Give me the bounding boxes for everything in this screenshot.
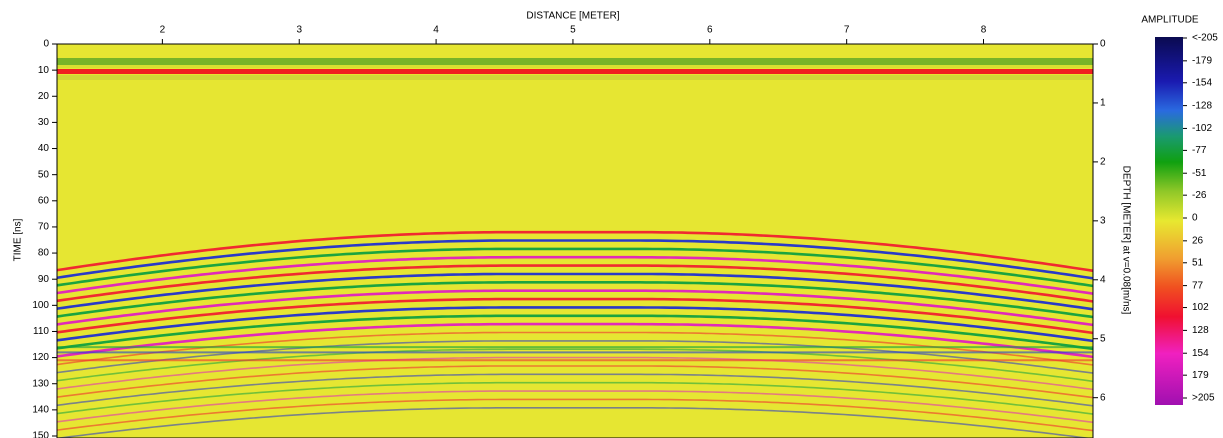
reflection-band: [57, 398, 1093, 432]
colorbar-tick-label: 26: [1192, 235, 1204, 246]
x-tick-label: 3: [296, 25, 302, 36]
reflection-band: [57, 381, 1093, 415]
reflection-band: [57, 306, 1093, 343]
colorbar-tick-label: -128: [1192, 100, 1212, 111]
colorbar: [1155, 37, 1183, 405]
y-tick-label: 110: [33, 326, 49, 337]
colorbar-tick-label: -26: [1192, 190, 1207, 201]
reflection-band: [57, 365, 1093, 399]
x-tick-label: 7: [844, 25, 850, 36]
direct-wave-band: [57, 75, 1093, 80]
reflection-band: [57, 272, 1093, 311]
colorbar-tick-label: -154: [1192, 77, 1212, 88]
reflection-band: [57, 348, 1093, 383]
y2-tick-label: 1: [1100, 98, 1106, 109]
y-axis-title: TIME [ns]: [13, 218, 24, 261]
colorbar-tick-label: <-205: [1192, 33, 1218, 44]
reflection-band: [57, 247, 1093, 288]
direct-wave-band: [57, 58, 1093, 65]
y2-tick-label: 0: [1100, 39, 1106, 50]
x-tick-label: 5: [570, 25, 576, 36]
reflection-band: [57, 322, 1093, 359]
colorbar-tick-label: >205: [1192, 393, 1215, 404]
reflection-band: [57, 356, 1093, 391]
reflection-band: [57, 264, 1093, 303]
reflection-band: [57, 331, 1093, 366]
direct-wave-band: [57, 65, 1093, 68]
reflection-band: [57, 340, 1093, 374]
colorbar-tick-label: 154: [1192, 348, 1209, 359]
y2-tick-label: 6: [1100, 392, 1106, 403]
direct-wave-band: [57, 69, 1093, 74]
colorbar-tick-label: 77: [1192, 280, 1204, 291]
x-tick-label: 8: [981, 25, 987, 36]
y-tick-label: 70: [38, 222, 50, 233]
reflection-band: [57, 230, 1093, 273]
reflection-band: [57, 390, 1093, 424]
y-tick-label: 30: [38, 117, 50, 128]
colorbar-tick-label: -179: [1192, 55, 1212, 66]
y-tick-label: 130: [32, 378, 49, 389]
y2-tick-label: 5: [1100, 333, 1106, 344]
colorbar-tick-label: 51: [1192, 257, 1204, 268]
radargram: [57, 44, 1093, 438]
colorbar-tick-label: -51: [1192, 168, 1207, 179]
reflection-band: [57, 289, 1093, 327]
y-tick-label: 150: [32, 431, 49, 438]
reflection-band: [57, 281, 1093, 319]
colorbar-tick-label: -102: [1192, 123, 1212, 134]
y-tick-label: 140: [32, 405, 49, 416]
colorbar-tick-label: 0: [1192, 213, 1198, 224]
reflection-band: [57, 407, 1093, 438]
y2-axis-title: DEPTH [METER] at v=0.08[m/ns]: [1120, 166, 1131, 315]
y2-tick-label: 3: [1100, 215, 1106, 226]
reflection-band: [57, 314, 1093, 351]
y-tick-label: 90: [38, 274, 50, 285]
y2-tick-label: 2: [1100, 157, 1106, 168]
colorbar-tick-label: 179: [1192, 370, 1209, 381]
x-axis-title: DISTANCE [METER]: [526, 11, 619, 22]
plot-frame: [56, 43, 1094, 438]
y-tick-label: 10: [38, 65, 50, 76]
reflection-band: [57, 239, 1093, 280]
reflection-band: [57, 373, 1093, 407]
y2-tick-label: 4: [1100, 274, 1106, 285]
x-tick-label: 2: [160, 25, 166, 36]
y-tick-label: 20: [38, 91, 50, 102]
y-tick-label: 80: [38, 248, 50, 259]
x-tick-label: 4: [433, 25, 439, 36]
reflection-band: [57, 297, 1093, 335]
y-tick-label: 40: [38, 143, 50, 154]
y-tick-label: 0: [43, 39, 49, 50]
colorbar-tick-label: -77: [1192, 145, 1207, 156]
y-tick-label: 100: [32, 300, 49, 311]
y-tick-label: 60: [38, 195, 50, 206]
x-tick-label: 6: [707, 25, 713, 36]
y-tick-label: 50: [38, 169, 50, 180]
colorbar-tick-label: 102: [1192, 302, 1209, 313]
colorbar-tick-label: 128: [1192, 325, 1209, 336]
reflection-band: [57, 255, 1093, 295]
y-tick-label: 120: [32, 352, 49, 363]
colorbar-title: AMPLITUDE: [1141, 15, 1199, 26]
